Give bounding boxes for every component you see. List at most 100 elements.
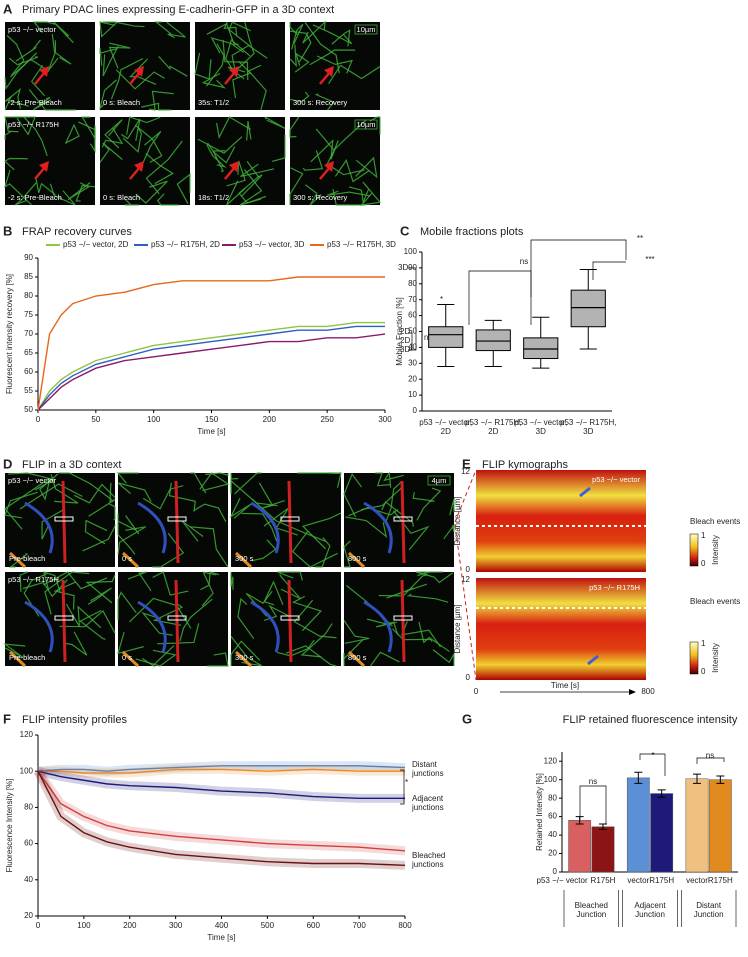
y-tick-label: 80 — [548, 793, 557, 802]
frame-label: Pre-bleach — [9, 653, 45, 662]
y-tick-label: 12 — [461, 467, 470, 476]
legend-label: p53 −/− vector, 2D — [63, 240, 129, 249]
group-label: Junction — [694, 910, 724, 919]
y-tick-label: 50 — [408, 327, 417, 336]
y-axis-label: Fluorescence Intensity [%] — [5, 779, 14, 873]
line-label: p53 −/− R175H — [8, 120, 59, 129]
colorbar-tick: 0 — [701, 667, 706, 676]
annotation: ns — [706, 751, 714, 760]
y-tick-label: 40 — [548, 830, 557, 839]
annotation: Adjacent — [412, 794, 444, 803]
bar — [709, 780, 731, 872]
x-tick-label: 300 — [169, 921, 183, 930]
bar — [569, 820, 591, 872]
panel-title: Primary PDAC lines expressing E-cadherin… — [22, 4, 334, 16]
frame-label: 300 s: Recovery — [293, 193, 347, 202]
scale-bar: 10µm — [357, 25, 376, 34]
bar — [686, 779, 708, 872]
kymograph — [476, 470, 646, 572]
frame-label: 300 s — [235, 653, 254, 662]
box — [571, 290, 605, 327]
x-axis-label: Time [s] — [197, 427, 225, 436]
x-tick-sublabel: 2D — [488, 427, 498, 436]
junction-red — [176, 481, 178, 563]
significance-bracket — [469, 271, 531, 325]
x-tick-label: 600 — [307, 921, 321, 930]
x-tick-label: 250 — [320, 415, 334, 424]
group-label: Bleached — [575, 901, 608, 910]
frame-label: 0 s: Bleach — [103, 193, 140, 202]
frame-label: -2 s: Pre-Bleach — [8, 98, 62, 107]
junction-red — [402, 481, 404, 563]
frame-label: 300 s — [235, 554, 254, 563]
frame-label: 35s: T1/2 — [198, 98, 229, 107]
x-tick-label: p53 −/− R175H, — [560, 418, 616, 427]
x-tick-label: 500 — [261, 921, 275, 930]
x-tick-label: 200 — [123, 921, 137, 930]
y-tick-label: 0 — [466, 673, 471, 682]
kymo-line: p53 −/− R175H — [589, 583, 640, 592]
colorbar — [690, 534, 698, 566]
x-tick-label: R175H — [649, 876, 674, 885]
bar — [651, 794, 673, 872]
frame-label: -2 s: Pre-Bleach — [8, 193, 62, 202]
kymograph — [476, 578, 646, 680]
x-tick-label: 800 — [641, 687, 655, 696]
frame-label: Pre-bleach — [9, 554, 45, 563]
microscopy-image — [195, 22, 285, 110]
frame-label: 800 s — [348, 653, 367, 662]
y-tick-label: 0 — [466, 565, 471, 574]
y-tick-label: 50 — [24, 405, 33, 414]
kymo-line: p53 −/− vector — [592, 475, 640, 484]
panel-letter: D — [3, 456, 12, 471]
microscopy-image — [344, 572, 454, 666]
x-tick-label: R175H — [708, 876, 733, 885]
x-axis-label: Time [s] — [207, 933, 235, 942]
series-line — [38, 277, 385, 410]
colorbar-tick: 1 — [701, 639, 706, 648]
colorbar-tick: 1 — [701, 531, 706, 540]
legend-label: p53 −/− R175H, 3D — [327, 240, 396, 249]
x-tick-label: p53 −/− vector — [537, 876, 588, 885]
y-tick-label: 20 — [408, 374, 417, 383]
x-tick-label: 200 — [263, 415, 277, 424]
y-tick-label: 60 — [24, 839, 33, 848]
y-tick-label: 65 — [24, 348, 33, 357]
annotation: ** — [637, 234, 643, 243]
junction-red — [402, 580, 404, 662]
x-tick-label: 0 — [474, 687, 479, 696]
box — [429, 327, 463, 348]
x-tick-sublabel: 3D — [583, 427, 593, 436]
x-tick-label: 800 — [398, 921, 412, 930]
x-tick-label: vector — [627, 876, 649, 885]
junction-red — [289, 481, 291, 563]
legend-label: p53 −/− R175H, 2D — [151, 240, 220, 249]
y-tick-label: 0 — [553, 867, 558, 876]
y-tick-label: 40 — [408, 343, 417, 352]
frame-label: 800 s — [348, 554, 367, 563]
bar — [627, 778, 649, 872]
y-tick-label: 60 — [408, 311, 417, 320]
x-tick-label: vector — [686, 876, 708, 885]
line-label: p53 −/− vector — [8, 476, 56, 485]
annotation: * — [651, 751, 654, 760]
frame-label: 0 s — [122, 554, 132, 563]
time-arrow-head — [629, 689, 636, 695]
zoom-line — [455, 470, 476, 522]
x-tick-label: 400 — [215, 921, 229, 930]
x-tick-label: 150 — [205, 415, 219, 424]
line-label: p53 −/− vector — [8, 25, 56, 34]
x-tick-sublabel: 3D — [536, 427, 546, 436]
y-tick-label: 120 — [20, 730, 34, 739]
y-axis-label: Fluorescent intensity recovery [%] — [5, 274, 14, 394]
annotation: junctions — [411, 769, 444, 778]
y-tick-label: 100 — [20, 766, 34, 775]
chart-title: FRAP recovery curves — [22, 226, 132, 238]
group-label: Distant — [696, 901, 722, 910]
y-tick-label: 80 — [408, 279, 417, 288]
y-tick-label: 70 — [24, 329, 33, 338]
colorbar-label: Intensity — [711, 643, 720, 673]
junction-red — [176, 580, 178, 662]
bleach-label: Bleach events — [690, 597, 740, 606]
